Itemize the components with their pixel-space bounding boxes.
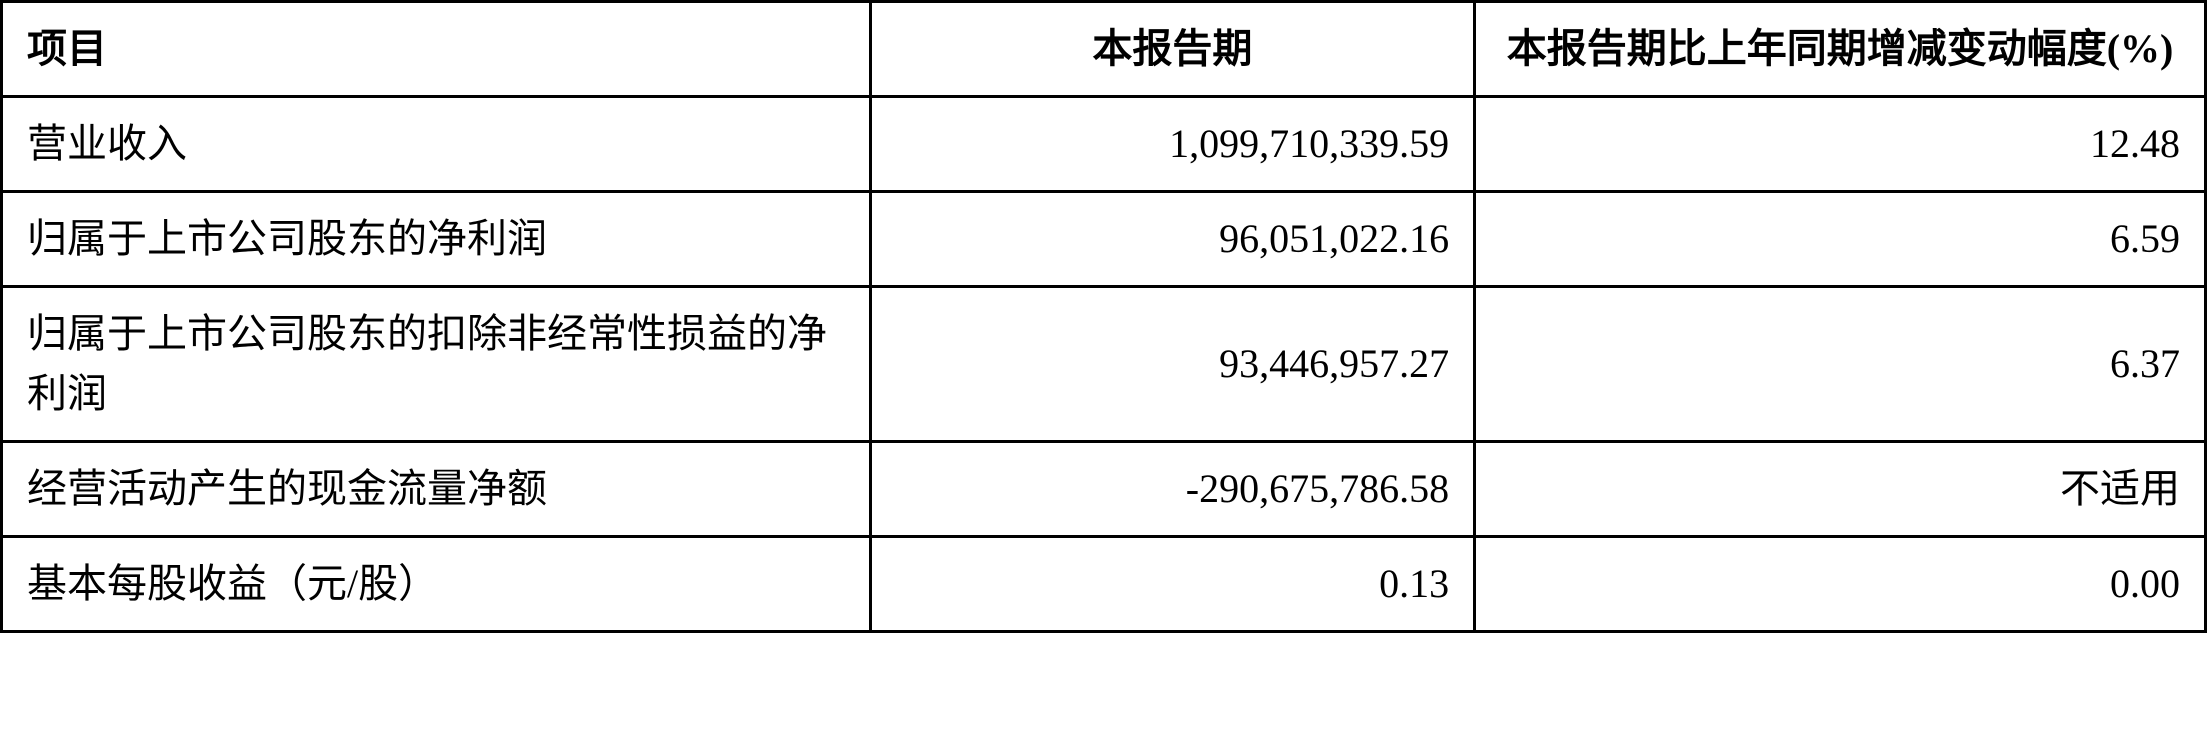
row-label: 归属于上市公司股东的净利润 <box>2 192 871 287</box>
header-value-col: 本报告期 <box>870 2 1474 97</box>
row-value: 93,446,957.27 <box>870 287 1474 442</box>
row-label: 经营活动产生的现金流量净额 <box>2 442 871 537</box>
row-value: -290,675,786.58 <box>870 442 1474 537</box>
table-header-row: 项目 本报告期 本报告期比上年同期增减变动幅度(%) <box>2 2 2206 97</box>
row-change: 6.37 <box>1475 287 2206 442</box>
row-label: 营业收入 <box>2 97 871 192</box>
financial-table: 项目 本报告期 本报告期比上年同期增减变动幅度(%) 营业收入 1,099,71… <box>0 0 2207 633</box>
row-value: 1,099,710,339.59 <box>870 97 1474 192</box>
header-change-col: 本报告期比上年同期增减变动幅度(%) <box>1475 2 2206 97</box>
row-change: 6.59 <box>1475 192 2206 287</box>
header-item-col: 项目 <box>2 2 871 97</box>
row-label: 归属于上市公司股东的扣除非经常性损益的净利润 <box>2 287 871 442</box>
row-change: 不适用 <box>1475 442 2206 537</box>
row-change: 12.48 <box>1475 97 2206 192</box>
row-change: 0.00 <box>1475 537 2206 632</box>
table-row: 营业收入 1,099,710,339.59 12.48 <box>2 97 2206 192</box>
table-row: 经营活动产生的现金流量净额 -290,675,786.58 不适用 <box>2 442 2206 537</box>
table-row: 基本每股收益（元/股） 0.13 0.00 <box>2 537 2206 632</box>
row-value: 0.13 <box>870 537 1474 632</box>
table-row: 归属于上市公司股东的扣除非经常性损益的净利润 93,446,957.27 6.3… <box>2 287 2206 442</box>
table-row: 归属于上市公司股东的净利润 96,051,022.16 6.59 <box>2 192 2206 287</box>
row-value: 96,051,022.16 <box>870 192 1474 287</box>
row-label: 基本每股收益（元/股） <box>2 537 871 632</box>
